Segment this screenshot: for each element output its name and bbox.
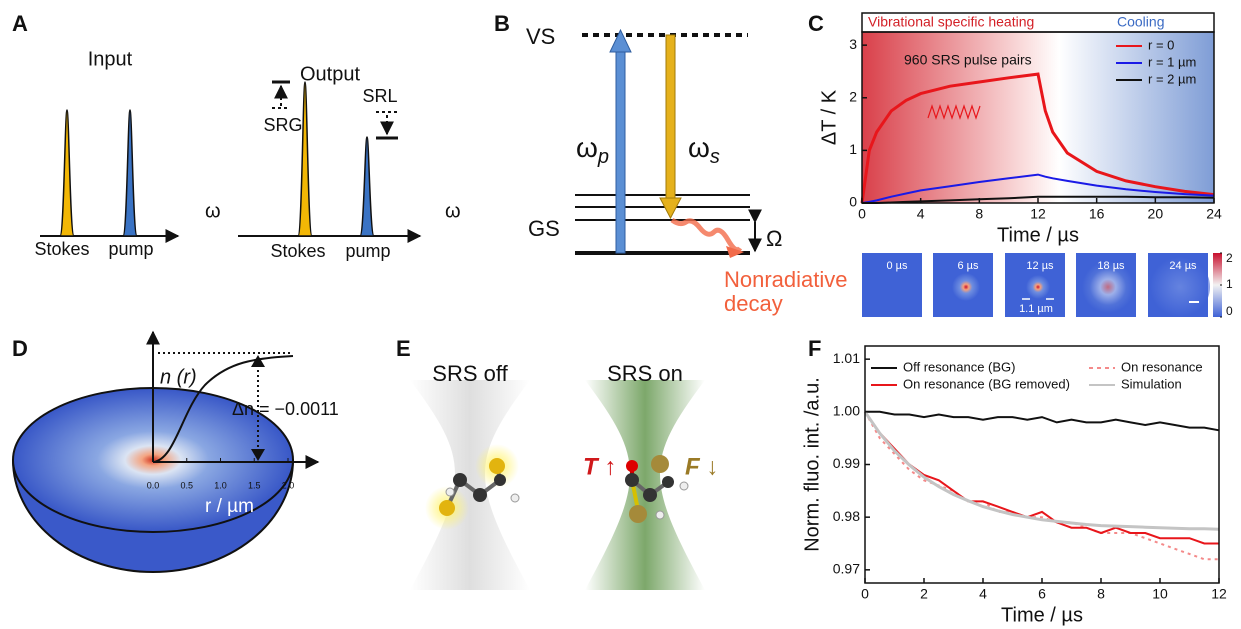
y-axis-label: ΔT / K xyxy=(818,89,840,145)
series-line xyxy=(865,410,1220,432)
panel-d: n (r) Δn = −0.0011 r / µm xyxy=(11,330,339,573)
y-tick-label: 2 xyxy=(849,88,857,104)
y-tick-label: 1.01 xyxy=(833,350,860,366)
output-title: Output xyxy=(300,63,360,85)
panel-label: C xyxy=(808,11,824,36)
x-tick-label: 10 xyxy=(1152,586,1168,602)
header-label: Vibrational specific heating xyxy=(868,14,1034,30)
panel-e: SRS off SRS on T ↑ F ↓ xyxy=(410,361,718,590)
condition-label: SRS on xyxy=(607,361,683,386)
y-tick-label: 0.97 xyxy=(833,561,860,577)
peak-label: Stokes xyxy=(270,241,325,261)
x-tick-label: 12 xyxy=(1030,206,1046,222)
annotation: Δn = −0.0011 xyxy=(232,399,339,419)
legend-label: r = 1 µm xyxy=(1148,54,1196,69)
x-tick-label: 2 xyxy=(920,586,928,602)
axis-label: ω xyxy=(445,200,461,222)
x-tick-label: 0.0 xyxy=(147,480,160,490)
pump-label: ωp xyxy=(576,132,609,168)
x-tick-label: 16 xyxy=(1089,206,1105,222)
x-tick-label: 8 xyxy=(975,206,983,222)
panel-label: D xyxy=(12,336,28,361)
panel-label: B xyxy=(494,11,510,36)
panel-a: Input ω Stokes pump Output ω Stokes pump… xyxy=(34,48,460,260)
x-tick-label: 1.0 xyxy=(214,480,227,490)
x-tick-label: 1.5 xyxy=(248,480,261,490)
y-tick-label: 1.00 xyxy=(833,403,860,419)
legend-label: r = 0 xyxy=(1148,37,1174,52)
x-tick-label: 20 xyxy=(1148,206,1164,222)
panel-b: VS GS ωp ωs Ω Nonradiative decay xyxy=(526,24,848,316)
header-label: Cooling xyxy=(1117,14,1164,30)
pulse-illustration xyxy=(927,104,981,120)
panel-label: F xyxy=(808,336,821,361)
image-strip xyxy=(862,253,1222,317)
time-label: 0 µs xyxy=(886,260,908,272)
gain-label: SRG xyxy=(263,115,302,135)
x-tick-label: 0 xyxy=(861,586,869,602)
legend-label: r = 2 µm xyxy=(1148,71,1196,86)
y-tick-label: 3 xyxy=(849,36,857,52)
panel-label: A xyxy=(12,11,28,36)
time-label: 6 µs xyxy=(957,260,979,272)
axis-label: ω xyxy=(205,200,221,222)
legend-label: On resonance (BG removed) xyxy=(903,376,1070,391)
y-tick-label: 0.98 xyxy=(833,508,860,524)
time-label: 18 µs xyxy=(1097,260,1125,272)
legend-label: On resonance xyxy=(1121,359,1203,374)
time-label: 24 µs xyxy=(1169,260,1197,272)
vibration-label: Ω xyxy=(766,226,782,251)
y-tick-label: 1 xyxy=(849,141,857,157)
input-title: Input xyxy=(88,48,133,70)
peak-label: Stokes xyxy=(34,239,89,259)
temperature-label: T ↑ xyxy=(583,453,616,480)
level-label: VS xyxy=(526,24,555,49)
decay-label: decay xyxy=(724,291,783,316)
series-line xyxy=(864,411,1219,561)
legend-label: Off resonance (BG) xyxy=(903,359,1015,374)
x-tick-label: 4 xyxy=(917,206,925,222)
level-label: GS xyxy=(528,216,560,241)
series-line xyxy=(863,410,1220,531)
legend-label: Simulation xyxy=(1121,376,1182,391)
x-tick-label: 0 xyxy=(858,206,866,222)
colorbar-tick-label: 0 xyxy=(1226,304,1233,318)
y-axis-label: n (r) xyxy=(160,366,197,388)
x-tick-label: 24 xyxy=(1206,206,1222,222)
x-tick-label: 4 xyxy=(979,586,987,602)
panel-label: E xyxy=(396,336,411,361)
colorbar-tick-label: 1 xyxy=(1226,277,1233,291)
x-axis-label: r / µm xyxy=(205,496,254,517)
series-line xyxy=(860,72,1215,204)
annotation: 960 SRS pulse pairs xyxy=(904,52,1032,68)
x-axis-label: Time / µs xyxy=(997,224,1079,246)
y-axis-label: Norm. fluo. int. /a.u. xyxy=(801,377,823,552)
series-line xyxy=(864,411,1219,545)
scale-label: 1.1 µm xyxy=(1019,303,1053,315)
x-tick-label: 6 xyxy=(1038,586,1046,602)
colorbar-tick-label: 2 xyxy=(1226,251,1233,265)
x-tick-label: 12 xyxy=(1211,586,1227,602)
time-label: 12 µs xyxy=(1026,260,1054,272)
series-line xyxy=(861,173,1215,204)
loss-label: SRL xyxy=(362,86,397,106)
fluorescence-label: F ↓ xyxy=(685,453,718,480)
decay-label: Nonradiative xyxy=(724,267,848,292)
y-tick-label: 0.99 xyxy=(833,455,860,471)
x-tick-label: 0.5 xyxy=(180,480,193,490)
x-tick-label: 2.0 xyxy=(282,480,295,490)
x-tick-label: 8 xyxy=(1097,586,1105,602)
y-tick-label: 0 xyxy=(849,194,857,210)
peak-label: pump xyxy=(108,239,153,259)
stokes-label: ωs xyxy=(688,132,720,168)
condition-label: SRS off xyxy=(432,361,508,386)
x-axis-label: Time / µs xyxy=(1001,604,1083,626)
peak-label: pump xyxy=(345,241,390,261)
